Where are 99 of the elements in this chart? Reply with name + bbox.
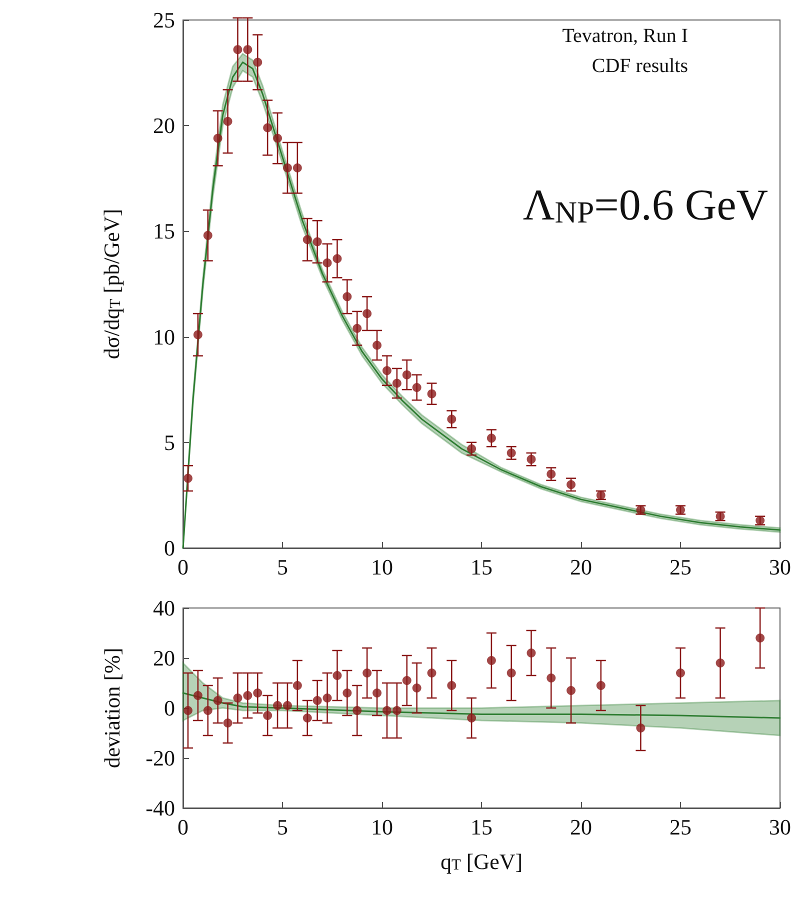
point bbox=[402, 676, 412, 685]
point bbox=[243, 691, 252, 700]
point bbox=[342, 292, 352, 302]
point bbox=[636, 724, 646, 732]
point bbox=[566, 480, 576, 490]
point bbox=[412, 684, 422, 692]
y-tick-label: -40 bbox=[146, 796, 175, 820]
y-tick-label: 10 bbox=[153, 324, 175, 350]
point bbox=[253, 58, 262, 67]
point bbox=[526, 454, 536, 464]
point bbox=[372, 688, 382, 698]
point bbox=[332, 671, 342, 680]
point bbox=[292, 681, 302, 690]
point bbox=[546, 470, 556, 479]
point bbox=[566, 686, 576, 695]
point bbox=[253, 688, 262, 698]
y-tick-label: 5 bbox=[164, 430, 175, 455]
point bbox=[183, 474, 192, 483]
x-tick-label: 5 bbox=[277, 554, 288, 580]
point bbox=[312, 696, 322, 705]
point bbox=[263, 123, 272, 132]
point bbox=[467, 714, 476, 722]
point bbox=[352, 706, 362, 715]
point bbox=[506, 448, 516, 458]
point bbox=[223, 718, 232, 728]
point bbox=[716, 658, 725, 668]
point bbox=[546, 674, 556, 682]
point bbox=[402, 370, 412, 380]
point bbox=[392, 378, 402, 388]
point bbox=[676, 668, 685, 678]
point bbox=[243, 45, 252, 54]
y-axis-title: dσ/dqT [pb/GeV] bbox=[99, 208, 124, 360]
y-tick-label: 0 bbox=[164, 536, 175, 560]
point bbox=[332, 254, 342, 264]
point bbox=[322, 258, 332, 268]
x-axis-title: qT [GeV] bbox=[440, 848, 523, 874]
point bbox=[213, 696, 222, 705]
point bbox=[203, 230, 212, 240]
y-tick-label: 20 bbox=[153, 646, 175, 670]
point bbox=[292, 163, 302, 172]
point bbox=[203, 706, 212, 715]
point bbox=[427, 668, 436, 678]
point bbox=[233, 694, 242, 702]
point bbox=[352, 324, 362, 333]
annotation: ΛNP=0.6 GeV bbox=[522, 180, 768, 230]
point bbox=[362, 309, 372, 318]
y-tick-label: -20 bbox=[146, 746, 175, 770]
x-tick-label: 15 bbox=[470, 554, 492, 580]
point bbox=[342, 688, 352, 698]
x-tick-label: 20 bbox=[570, 554, 592, 580]
y-tick-label: 15 bbox=[153, 218, 175, 244]
point bbox=[193, 691, 202, 700]
point bbox=[447, 414, 456, 424]
point bbox=[312, 237, 322, 246]
point bbox=[467, 444, 476, 454]
point bbox=[486, 434, 496, 443]
x-tick-label: 25 bbox=[670, 814, 692, 840]
x-tick-label: 15 bbox=[470, 814, 492, 840]
point bbox=[382, 366, 392, 376]
point bbox=[362, 668, 372, 678]
point bbox=[596, 681, 606, 690]
x-tick-label: 20 bbox=[570, 814, 592, 840]
point bbox=[233, 45, 242, 54]
point bbox=[193, 330, 202, 340]
point bbox=[382, 706, 392, 715]
point bbox=[392, 706, 402, 715]
point bbox=[756, 634, 765, 642]
point bbox=[322, 694, 332, 702]
annotation: Tevatron, Run I bbox=[562, 25, 688, 47]
point bbox=[302, 714, 312, 722]
line-series bbox=[182, 692, 781, 719]
point bbox=[273, 701, 282, 710]
y-tick-label: 40 bbox=[153, 596, 175, 620]
point bbox=[506, 668, 516, 678]
x-tick-label: 5 bbox=[277, 814, 288, 840]
point bbox=[183, 706, 192, 715]
x-tick-label: 10 bbox=[371, 814, 393, 840]
point bbox=[447, 681, 456, 690]
x-tick-label: 30 bbox=[769, 814, 791, 840]
point bbox=[213, 134, 222, 143]
y-axis-title: deviation [%] bbox=[100, 648, 124, 768]
point bbox=[486, 656, 496, 665]
annotation: CDF results bbox=[592, 55, 688, 77]
y-tick-label: 0 bbox=[164, 696, 175, 720]
point bbox=[526, 648, 536, 658]
y-tick-label: 25 bbox=[153, 8, 175, 32]
point bbox=[263, 711, 272, 720]
point bbox=[273, 134, 282, 143]
y-tick-label: 20 bbox=[153, 113, 175, 138]
x-tick-label: 10 bbox=[371, 554, 393, 580]
point bbox=[412, 382, 422, 392]
x-tick-label: 30 bbox=[769, 554, 791, 580]
point bbox=[282, 701, 292, 710]
point bbox=[427, 389, 436, 398]
point bbox=[302, 235, 312, 244]
point bbox=[223, 116, 232, 126]
x-tick-label: 25 bbox=[670, 554, 692, 580]
point bbox=[282, 163, 292, 172]
point bbox=[372, 340, 382, 350]
